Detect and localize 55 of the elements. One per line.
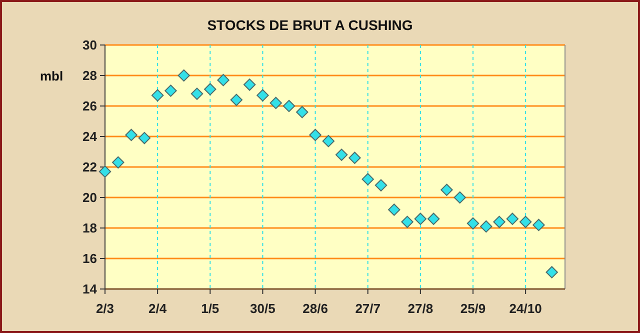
y-tick-label: 18 (82, 220, 97, 236)
point (348, 152, 361, 164)
point (296, 106, 308, 118)
point (256, 89, 269, 102)
x-tick-label: 27/7 (355, 301, 381, 316)
x-tick-label: 28/6 (302, 301, 328, 316)
point (493, 216, 506, 228)
y-tick-label: 28 (82, 68, 97, 84)
chart-title: STOCKS DE BRUT A CUSHING (207, 17, 413, 33)
y-tick-label: 14 (82, 282, 98, 297)
point (112, 156, 124, 169)
y-axis-title: mbl (40, 68, 64, 84)
x-tick-label: 25/9 (460, 301, 486, 316)
point (440, 184, 453, 196)
point (125, 128, 138, 142)
x-tick-label: 2/3 (96, 301, 114, 316)
point (335, 148, 348, 161)
point (362, 173, 374, 186)
point (546, 266, 558, 278)
point (506, 212, 519, 225)
point (532, 218, 545, 232)
point (322, 134, 335, 148)
x-tick-label: 24/10 (509, 301, 542, 316)
point (217, 74, 230, 86)
point (454, 191, 466, 204)
point (138, 132, 151, 144)
x-tick-label: 27/8 (408, 301, 434, 316)
y-tick-label: 20 (82, 190, 97, 206)
point (480, 220, 492, 233)
y-tick-label: 26 (82, 98, 97, 114)
point (178, 69, 190, 82)
point (309, 128, 322, 142)
x-tick-label: 30/5 (250, 301, 276, 316)
y-tick-label: 30 (82, 38, 97, 53)
y-tick-label: 24 (82, 129, 98, 144)
point (230, 94, 243, 106)
x-tick-label: 1/5 (201, 301, 220, 316)
point (204, 83, 216, 96)
point (282, 100, 296, 112)
point (519, 216, 532, 228)
point (427, 212, 440, 225)
point (270, 96, 282, 110)
point (374, 179, 388, 192)
point (466, 217, 480, 230)
point (401, 216, 414, 228)
point (151, 89, 164, 102)
point (190, 88, 204, 100)
x-tick-label: 2/4 (148, 301, 168, 316)
point (164, 84, 177, 97)
point (414, 212, 427, 225)
y-tick-label: 16 (82, 251, 97, 266)
y-tick-label: 22 (82, 160, 97, 175)
point (243, 78, 256, 91)
point (388, 204, 400, 216)
point (98, 165, 112, 178)
